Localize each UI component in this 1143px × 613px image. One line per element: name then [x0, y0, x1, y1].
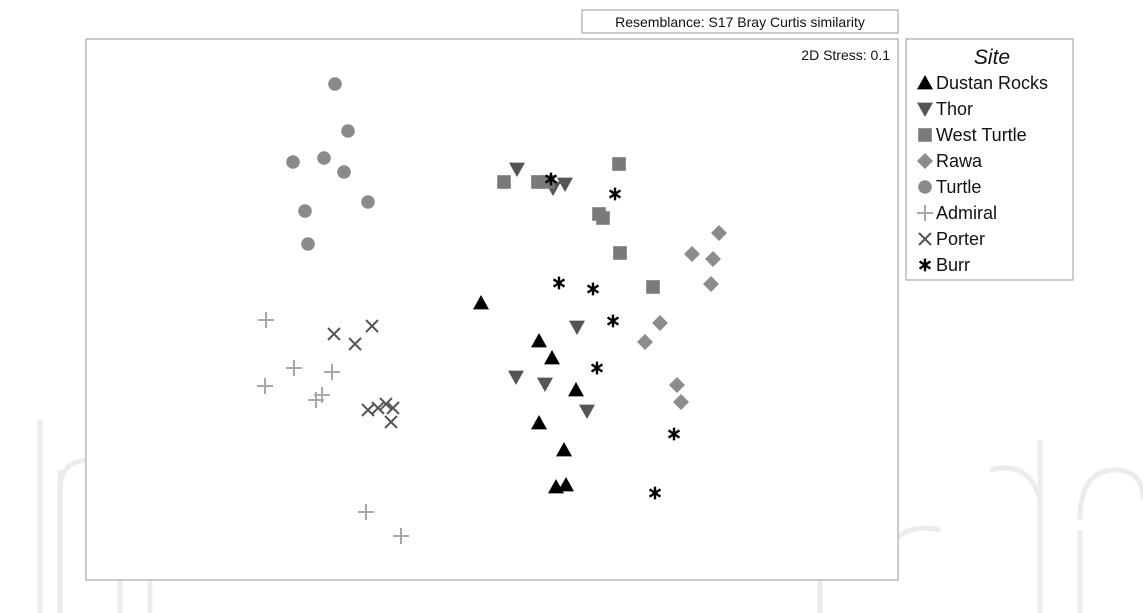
plot-area: [85, 38, 899, 581]
point-dustan-rocks: [558, 477, 574, 492]
legend-marker-turtle: [918, 180, 932, 194]
legend-label-west-turtle: West Turtle: [936, 125, 1027, 145]
point-burr: [544, 172, 558, 186]
point-burr: [606, 314, 620, 328]
legend-item-turtle: Turtle: [918, 177, 981, 197]
point-rawa: [637, 334, 653, 350]
point-burr: [552, 276, 566, 290]
point-rawa: [684, 246, 700, 262]
legend-label-burr: Burr: [936, 255, 970, 275]
point-west-turtle: [612, 157, 626, 171]
point-dustan-rocks: [531, 333, 547, 348]
point-admiral: [257, 378, 273, 394]
point-dustan-rocks: [556, 442, 572, 457]
point-rawa: [705, 251, 721, 267]
resemblance-label: Resemblance: S17 Bray Curtis similarity: [615, 14, 865, 30]
legend-label-porter: Porter: [936, 229, 985, 249]
point-turtle: [361, 195, 375, 209]
point-admiral: [324, 364, 340, 380]
point-burr: [586, 282, 600, 296]
legend-item-rawa: Rawa: [917, 151, 983, 171]
point-turtle: [298, 204, 312, 218]
legend-label-dustan-rocks: Dustan Rocks: [936, 73, 1048, 93]
legend-label-rawa: Rawa: [936, 151, 983, 171]
point-rawa: [673, 394, 689, 410]
point-porter: [386, 401, 400, 415]
point-thor: [509, 162, 525, 177]
point-rawa: [652, 315, 668, 331]
point-porter: [384, 415, 398, 429]
legend-item-porter: Porter: [918, 229, 985, 249]
point-burr: [608, 187, 622, 201]
legend-label-admiral: Admiral: [936, 203, 997, 223]
point-burr: [590, 361, 604, 375]
legend-item-admiral: Admiral: [917, 203, 997, 223]
legend-entries: Dustan Rocks Thor West Turtle Rawa Turtle Adm…: [917, 73, 1048, 275]
legend-item-burr: Burr: [918, 255, 970, 275]
point-porter: [365, 319, 379, 333]
legend-marker-thor: [917, 102, 933, 117]
point-admiral: [286, 360, 302, 376]
legend-label-turtle: Turtle: [936, 177, 981, 197]
point-admiral: [393, 528, 409, 544]
point-thor: [537, 377, 553, 392]
legend-marker-porter: [918, 232, 932, 246]
stress-label: 2D Stress: 0.1: [801, 47, 890, 63]
point-dustan-rocks: [544, 350, 560, 365]
legend-marker-west-turtle: [918, 128, 932, 142]
point-admiral: [358, 504, 374, 520]
legend-marker-rawa: [917, 153, 933, 169]
point-rawa: [669, 377, 685, 393]
point-thor: [579, 404, 595, 419]
legend-item-west-turtle: West Turtle: [918, 125, 1027, 145]
point-porter: [371, 401, 385, 415]
point-dustan-rocks: [568, 382, 584, 397]
resemblance-box: [581, 9, 899, 34]
point-thor: [569, 320, 585, 335]
point-turtle: [317, 151, 331, 165]
point-dustan-rocks: [531, 415, 547, 430]
point-porter: [327, 327, 341, 341]
legend-marker-dustan-rocks: [917, 75, 933, 90]
points-layer: [257, 77, 727, 544]
point-turtle: [341, 124, 355, 138]
point-west-turtle: [497, 175, 511, 189]
legend-item-thor: Thor: [917, 99, 973, 119]
point-west-turtle: [596, 211, 610, 225]
point-admiral: [258, 312, 274, 328]
point-porter: [379, 397, 393, 411]
legend-title: Site: [974, 46, 1010, 69]
point-turtle: [328, 77, 342, 91]
point-dustan-rocks: [473, 295, 489, 310]
legend-label-thor: Thor: [936, 99, 973, 119]
legend-marker-burr: [918, 258, 932, 272]
point-west-turtle: [646, 280, 660, 294]
point-turtle: [301, 237, 315, 251]
point-burr: [667, 427, 681, 441]
point-porter: [348, 337, 362, 351]
point-west-turtle: [613, 246, 627, 260]
point-turtle: [286, 155, 300, 169]
point-burr: [648, 486, 662, 500]
point-admiral: [308, 392, 324, 408]
point-thor: [557, 177, 573, 192]
point-rawa: [711, 225, 727, 241]
legend-item-dustan-rocks: Dustan Rocks: [917, 73, 1048, 93]
point-rawa: [703, 276, 719, 292]
legend-marker-admiral: [917, 205, 933, 221]
point-thor: [508, 370, 524, 385]
legend-box: [905, 38, 1074, 281]
point-turtle: [337, 165, 351, 179]
